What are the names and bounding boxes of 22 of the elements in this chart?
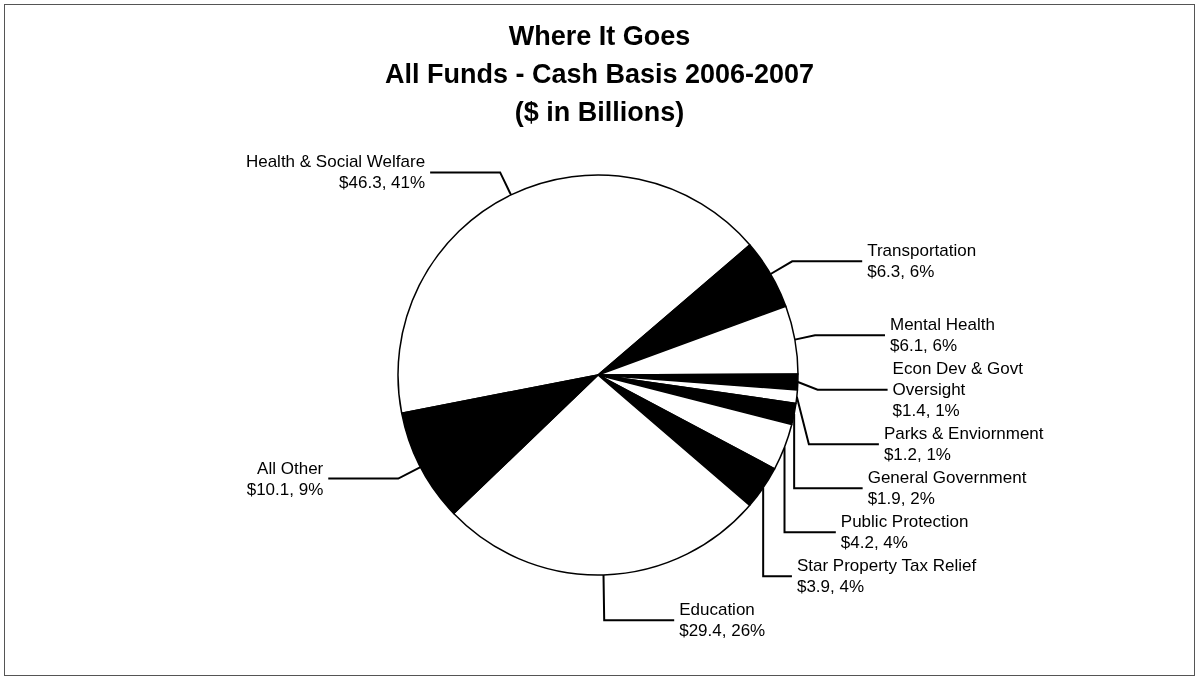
data-label: $6.3, 6% — [867, 262, 935, 282]
slice-label: Parks & Enviornment — [883, 424, 1044, 444]
data-label: $10.1, 9% — [246, 479, 324, 499]
slice-label: Mental Health — [890, 315, 995, 335]
slice-label: Econ Dev & Govt Oversight — [892, 359, 1028, 400]
chart-title: Where It Goes — [508, 20, 691, 51]
slice-label: Education — [679, 600, 755, 620]
slice-label: Health & Social Welfare — [245, 152, 426, 172]
slice-label: All Other — [257, 458, 324, 478]
data-label: $3.9, 4% — [796, 577, 865, 597]
data-label: $4.2, 4% — [840, 533, 908, 553]
data-label: $29.4, 26% — [679, 621, 766, 641]
chart-subtitle: All Funds - Cash Basis 2006-2007 ($ in Billions) — [384, 59, 815, 127]
data-label: $1.9, 2% — [867, 489, 935, 509]
data-label: $1.2, 1% — [883, 445, 951, 465]
slice-label: Transportation — [867, 241, 977, 261]
data-label: $46.3, 41% — [339, 173, 426, 193]
slice-label: Public Protection — [840, 512, 969, 532]
slice-label: General Government — [867, 468, 1027, 488]
data-label: $6.1, 6% — [890, 336, 958, 356]
data-label: $1.4, 1% — [892, 401, 960, 421]
slice-label: Star Property Tax Relief — [796, 556, 977, 576]
